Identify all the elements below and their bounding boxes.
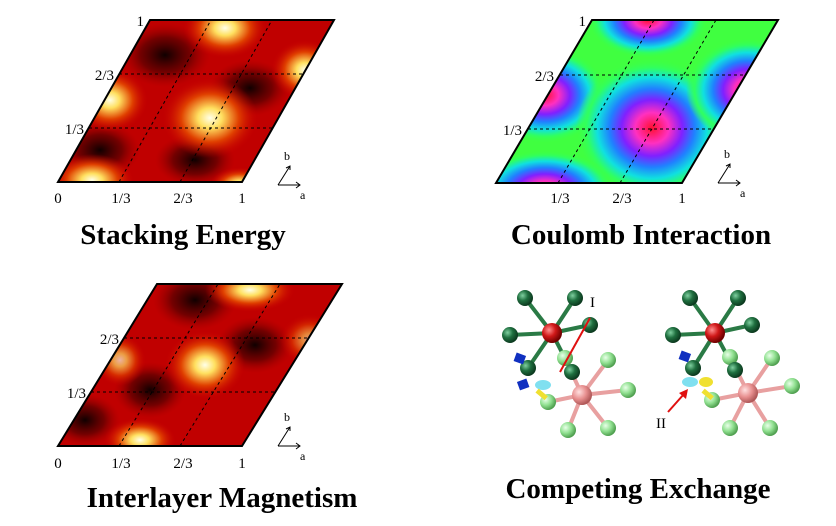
interlayer-magnetism-caption: Interlayer Magnetism: [87, 482, 358, 514]
x-tick-2-3: 2/3: [612, 191, 631, 207]
y-tick-1-3: 1/3: [67, 386, 86, 402]
x-tick-0: 0: [54, 191, 62, 207]
stacking-energy-caption: Stacking Energy: [80, 219, 286, 251]
x-tick-1-3: 1/3: [111, 191, 130, 207]
competing-exchange-panel: I: [502, 290, 800, 505]
coulomb-interaction-panel: 1/3 2/3 1 1/3 2/3 1 a b Coulomb Interact…: [494, 14, 780, 251]
exchange-cluster-right: II: [656, 290, 800, 436]
axis-label-a: a: [300, 188, 306, 202]
axis-label-a: a: [740, 186, 746, 200]
path-label-left: I: [590, 295, 595, 311]
y-tick-1: 1: [137, 14, 145, 30]
y-tick-1-3: 1/3: [503, 123, 522, 139]
x-tick-2-3: 2/3: [173, 191, 192, 207]
axis-label-a: a: [300, 449, 306, 463]
interlayer-magnetism-panel: 0 1/3 2/3 1 1/3 2/3 a b Interlayer Magne…: [54, 283, 358, 514]
coulomb-interaction-caption: Coulomb Interaction: [511, 219, 771, 251]
x-tick-0: 0: [54, 456, 62, 472]
lattice-axes-icon: a b: [277, 410, 306, 463]
lattice-axes-icon: a b: [717, 147, 746, 200]
y-tick-2-3: 2/3: [100, 332, 119, 348]
y-tick-2-3: 2/3: [535, 69, 554, 85]
x-tick-1-3: 1/3: [111, 456, 130, 472]
stacking-energy-heatmap: [58, 20, 334, 182]
exchange-cluster-left: I: [502, 290, 636, 438]
magnetism-heatmap: [58, 284, 342, 446]
competing-exchange-caption: Competing Exchange: [505, 473, 770, 505]
axis-label-b: b: [284, 149, 290, 163]
x-tick-1-3: 1/3: [550, 191, 569, 207]
x-tick-1: 1: [678, 191, 686, 207]
red-arrow-icon: [667, 389, 688, 413]
x-tick-1: 1: [238, 191, 246, 207]
x-tick-1: 1: [238, 456, 246, 472]
coulomb-heatmap: [496, 20, 778, 183]
lattice-axes-icon: a b: [277, 149, 306, 202]
axis-label-b: b: [724, 147, 730, 161]
axis-label-b: b: [284, 410, 290, 424]
stacking-energy-panel: 0 1/3 2/3 1 1/3 2/3 1 a b Stacking Energ…: [54, 14, 336, 251]
y-tick-1: 1: [579, 14, 587, 30]
y-tick-2-3: 2/3: [95, 68, 114, 84]
x-tick-2-3: 2/3: [173, 456, 192, 472]
y-tick-1-3: 1/3: [65, 122, 84, 138]
path-label-right: II: [656, 416, 666, 432]
